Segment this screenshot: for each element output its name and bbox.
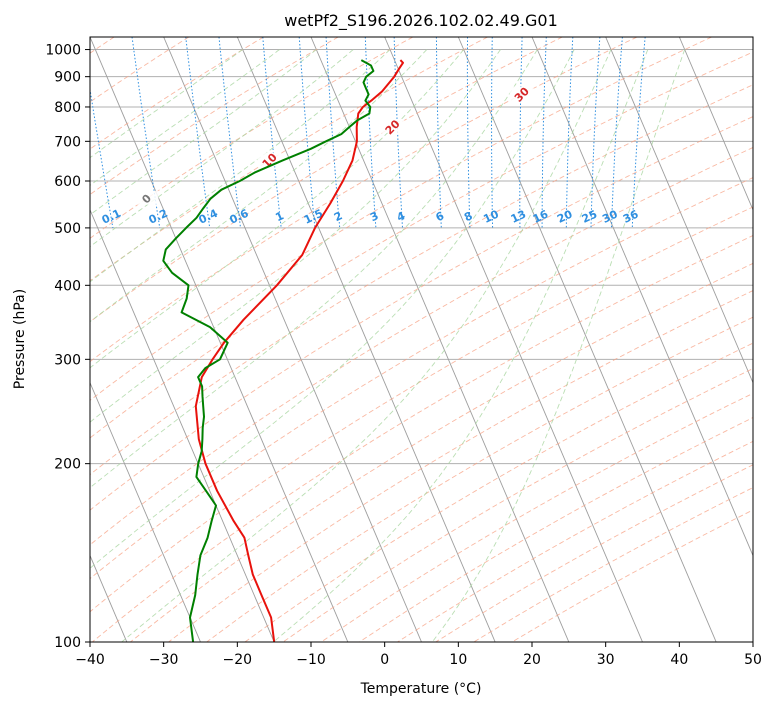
x-axis-title: Temperature (°C) — [360, 681, 482, 697]
dry-adiabat-label-bg — [509, 86, 534, 101]
y-tick-label: 100 — [54, 635, 81, 651]
mixing-ratio-line — [519, 37, 523, 228]
moist-adiabat-line — [121, 49, 612, 642]
plot-frame — [89, 36, 754, 643]
x-tick-label: −30 — [149, 652, 179, 668]
y-axis-ticks: 100 200 300 400 500 600 700 800 900 1000 — [45, 43, 90, 651]
mixing-ratio-label: 25 — [580, 208, 599, 226]
x-tick-label: 10 — [449, 652, 467, 668]
overlay-labels: 0.10.20.40.611.52346810131620253036-100-… — [100, 85, 641, 227]
y-tick-label: 900 — [54, 70, 81, 86]
plot-area: 0.10.20.40.611.52346810131620253036-100-… — [90, 37, 753, 642]
x-tick-label: −10 — [296, 652, 326, 668]
mixing-ratio-line — [565, 37, 574, 228]
isotherm-line — [678, 37, 753, 212]
dry-adiabat-line — [90, 147, 753, 546]
dry-adiabat-line — [90, 51, 753, 439]
mixing-ratio-line — [491, 37, 494, 228]
y-tick-label: 400 — [54, 278, 81, 294]
mixing-ratio-line — [364, 37, 377, 228]
y-tick-label: 300 — [54, 352, 81, 368]
x-tick-label: −20 — [223, 652, 253, 668]
moist-adiabat-line — [90, 49, 243, 159]
mixing-ratio-line — [393, 37, 403, 228]
mixing-ratio-line — [590, 37, 601, 228]
mixing-ratio-line — [325, 37, 341, 228]
dry-adiabat-label-bg — [380, 119, 405, 134]
moist-adiabat-line — [90, 49, 428, 323]
dry-adiabats — [90, 37, 753, 642]
isotherm-line — [163, 37, 422, 642]
dry-adiabat-line — [90, 37, 264, 150]
dry-adiabat-line — [90, 84, 753, 476]
isotherm-line — [531, 37, 753, 557]
moist-adiabat-line — [90, 49, 575, 569]
dry-adiabat-line — [282, 368, 753, 642]
x-tick-label: −40 — [75, 652, 105, 668]
dry-adiabat-line — [244, 342, 753, 642]
x-axis-ticks: −40 −30 −20 −10 0 10 20 30 40 50 — [75, 642, 762, 668]
moist-adiabat-line — [90, 49, 465, 369]
dry-adiabat-line — [90, 37, 712, 401]
isotherm-line — [236, 37, 496, 642]
mixing-ratio-lines — [90, 37, 646, 228]
mixing-ratio-line — [262, 37, 282, 228]
mixing-ratio-label: 10 — [481, 207, 501, 225]
dry-adiabat-line — [90, 116, 753, 511]
dry-adiabat-line — [90, 206, 753, 613]
moist-adiabat-line — [273, 49, 649, 642]
dry-adiabat-line — [206, 316, 753, 642]
dewpoint-line — [162, 59, 375, 642]
y-tick-label: 500 — [54, 221, 81, 237]
dry-adiabat-line — [90, 37, 563, 323]
x-tick-label: 30 — [597, 652, 615, 668]
dry-adiabat-line — [90, 177, 753, 580]
y-tick-label: 700 — [54, 134, 81, 150]
mixing-ratio-line — [466, 37, 471, 228]
isotherm-line — [457, 37, 717, 642]
isotherm-line — [90, 208, 275, 642]
isotherm-line — [384, 37, 643, 642]
mixing-ratio-label: 16 — [531, 207, 551, 225]
mixing-ratio-line — [631, 37, 646, 228]
mixing-ratio-line — [435, 37, 442, 228]
mixing-ratio-line — [218, 37, 241, 228]
y-tick-label: 1000 — [45, 43, 81, 59]
x-tick-label: 50 — [744, 652, 762, 668]
x-tick-label: 20 — [523, 652, 541, 668]
x-tick-label: 40 — [670, 652, 688, 668]
isotherm-line — [90, 37, 349, 642]
sounding-series — [162, 59, 404, 642]
mixing-ratio-line — [298, 37, 316, 228]
dry-adiabat-line — [90, 37, 488, 282]
mixing-ratio-line — [541, 37, 547, 228]
mixing-ratio-label: 20 — [555, 207, 575, 225]
y-tick-label: 200 — [54, 457, 81, 473]
mixing-ratio-label: 36 — [621, 207, 641, 225]
dry-adiabat-line — [168, 290, 753, 642]
moist-adiabat-line — [90, 49, 354, 248]
mixing-ratio-label: 30 — [600, 207, 620, 225]
dry-adiabat-label-bg — [134, 190, 159, 205]
y-tick-label: 600 — [54, 174, 81, 190]
moist-adiabat-line — [90, 49, 501, 423]
dry-adiabat-line — [90, 37, 638, 363]
chart-title: wetPf2_S196.2026.102.02.49.G01 — [284, 11, 558, 31]
temperature-line — [194, 59, 404, 642]
isotherm-line — [605, 37, 753, 384]
moist-adiabat-line — [90, 49, 317, 216]
mixing-ratio-label: 13 — [509, 208, 528, 226]
x-tick-label: 0 — [380, 652, 389, 668]
isotherm-line — [90, 381, 201, 642]
mixing-ratio-line — [611, 37, 623, 228]
y-tick-label: 800 — [54, 100, 81, 116]
moist-adiabat-line — [431, 49, 686, 642]
y-axis-title: Pressure (hPa) — [12, 289, 28, 389]
